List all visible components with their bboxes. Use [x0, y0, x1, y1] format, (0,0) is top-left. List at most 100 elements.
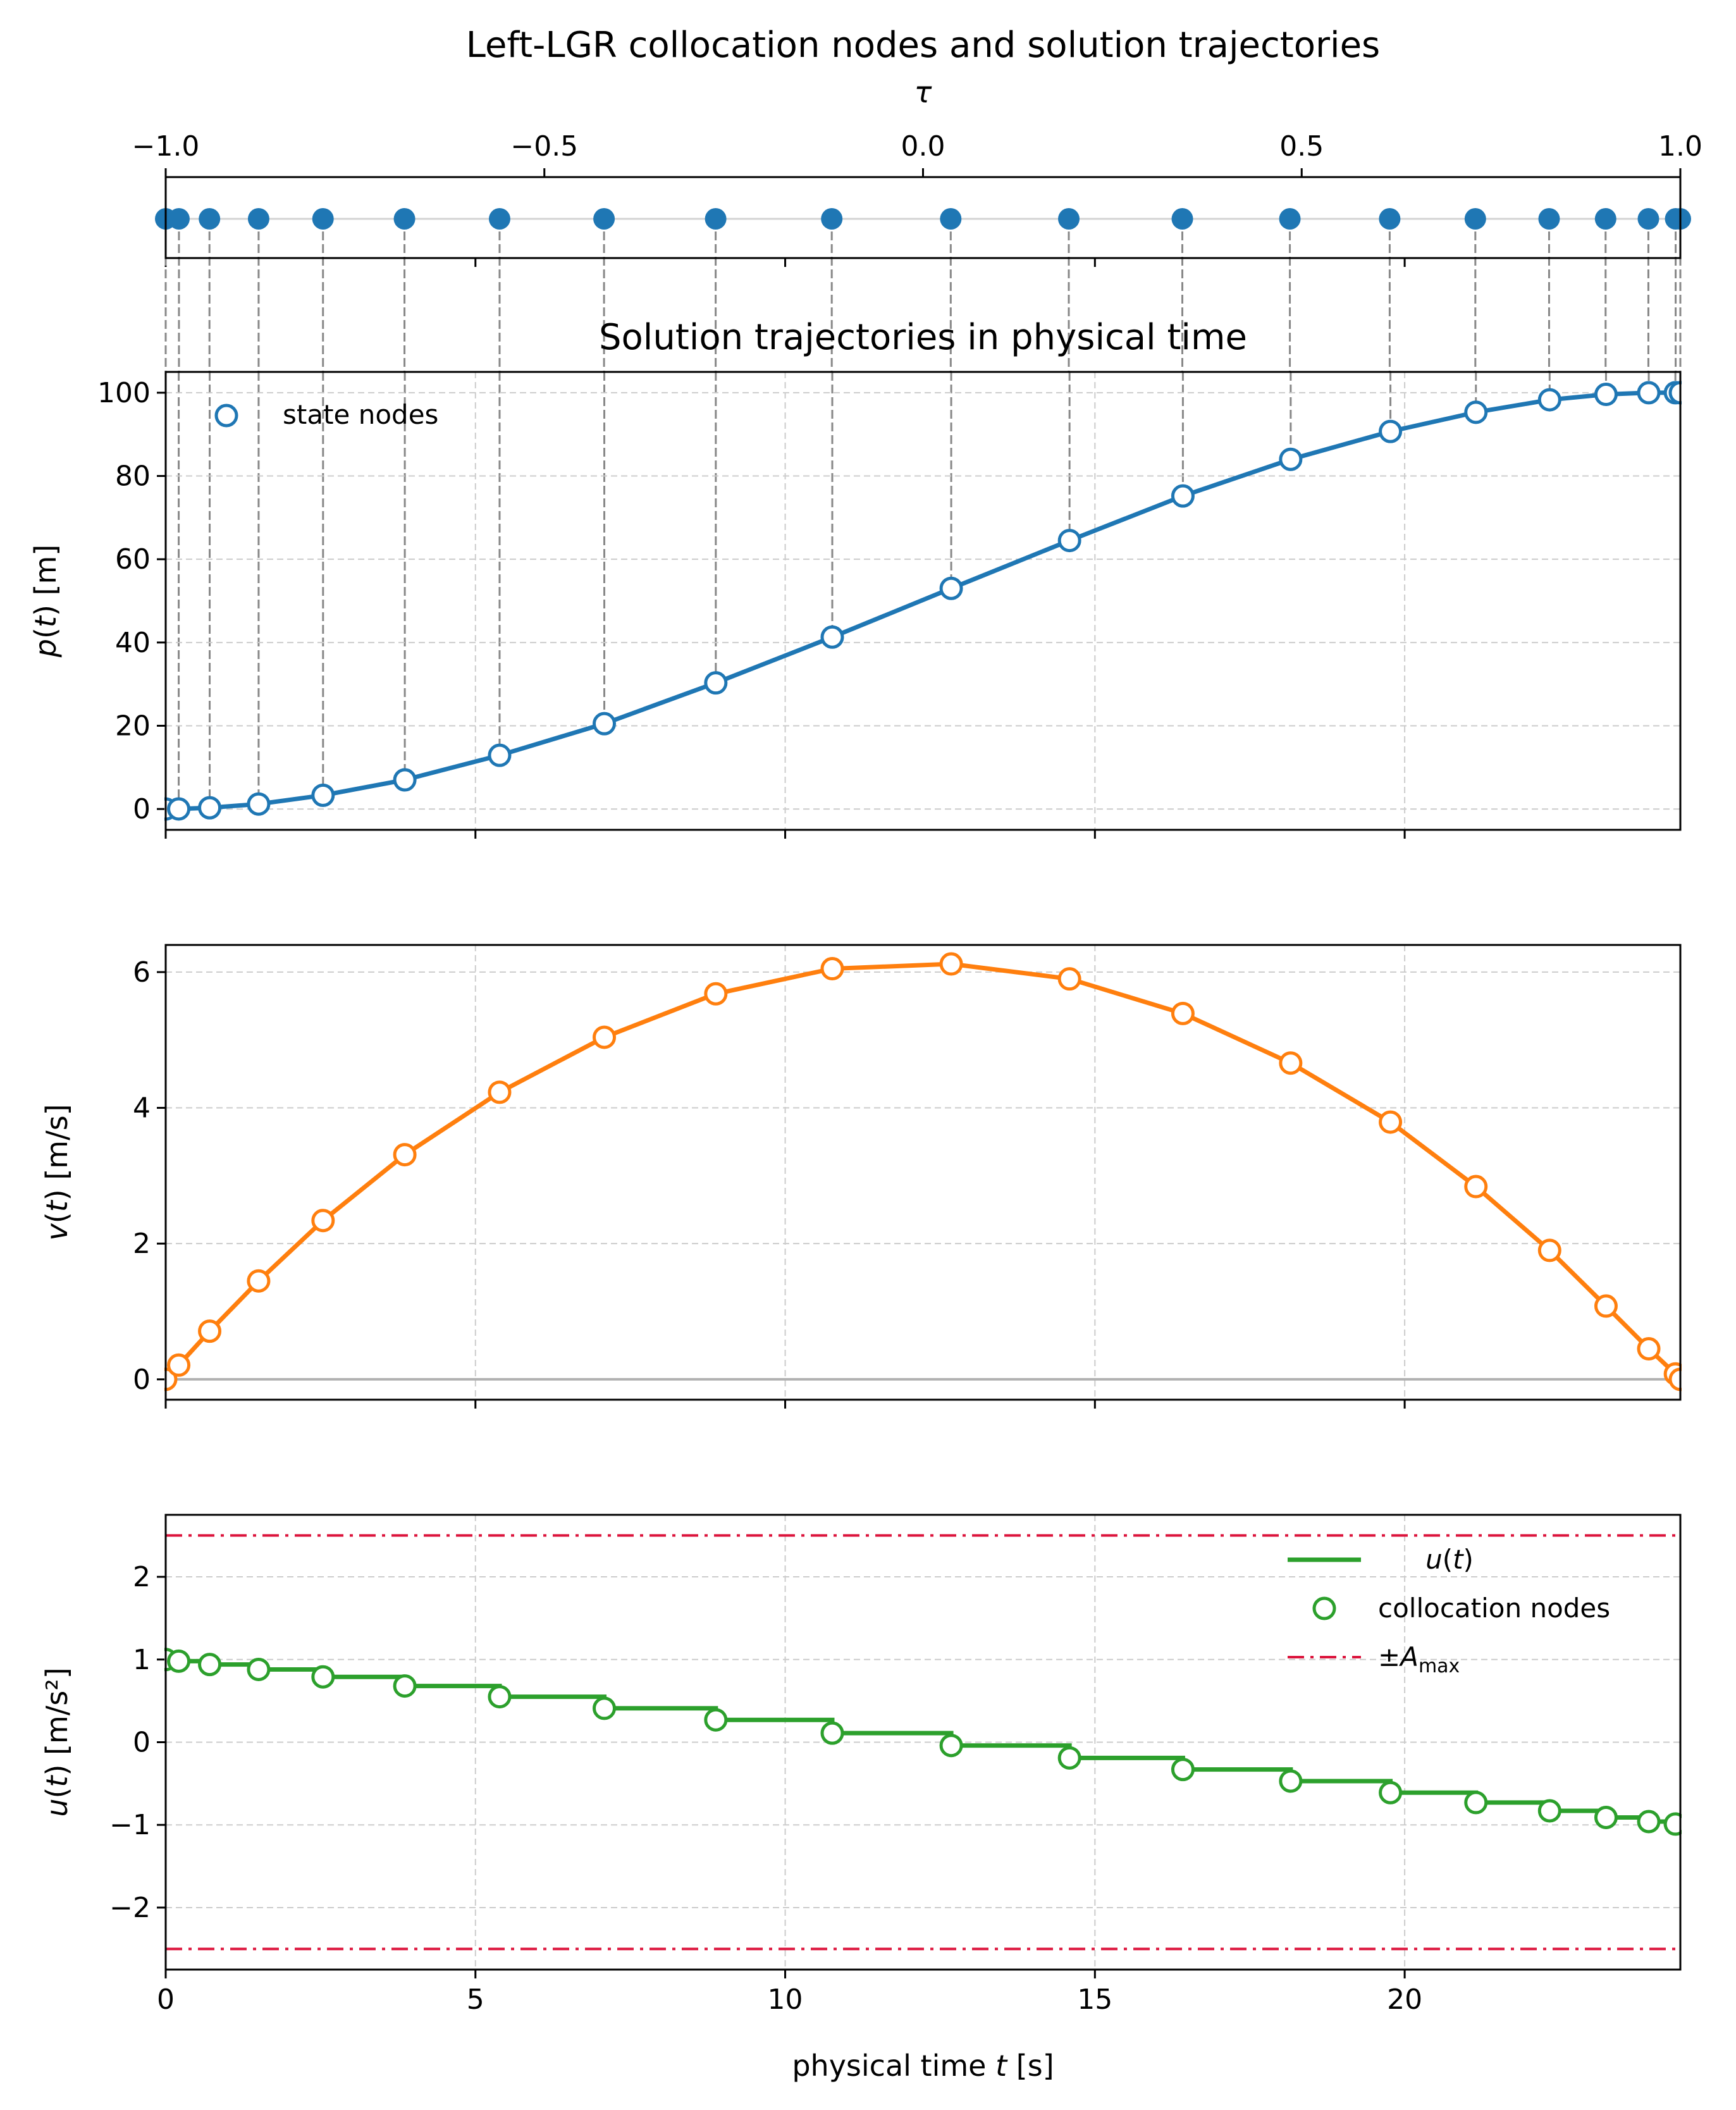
tau-node — [1538, 208, 1560, 230]
control-xlabel: physical time t [s] — [792, 2049, 1054, 2083]
tau-node — [312, 208, 334, 230]
tau-node — [1637, 208, 1659, 230]
position-point — [1537, 388, 1561, 412]
position-point — [939, 576, 963, 600]
tau-node — [1594, 208, 1616, 230]
velocity-point — [1637, 1337, 1661, 1361]
position-axes-frame — [164, 371, 1682, 831]
control-xtick-label: 15 — [1077, 1984, 1112, 2016]
tau-axes-frame — [164, 176, 1682, 259]
control-ytick-label: −1 — [109, 1809, 151, 1841]
tau-tick-label: −1.0 — [132, 130, 200, 163]
control-axes-frame — [164, 1514, 1682, 1971]
tau-node — [1464, 208, 1486, 230]
control-xtick-label: 10 — [768, 1984, 803, 2016]
velocity-point — [704, 982, 728, 1006]
position-line — [165, 390, 1680, 811]
control-point — [939, 1734, 963, 1758]
velocity-point — [1057, 967, 1081, 991]
control-xtick-label: 5 — [467, 1984, 484, 2016]
velocity-point — [167, 1353, 191, 1377]
control-point — [1379, 1780, 1403, 1805]
velocity-line — [164, 961, 1682, 1381]
control-point — [393, 1674, 417, 1698]
velocity-ylabel: v(t) [m/s] — [40, 1104, 74, 1241]
velocity-point — [820, 957, 844, 981]
control-ytick-label: 0 — [133, 1727, 151, 1759]
velocity-point — [1379, 1110, 1403, 1134]
legend-state-nodes-label: state nodes — [283, 399, 438, 430]
position-point — [311, 783, 335, 807]
control-ytick-label: 2 — [133, 1561, 151, 1593]
legend-nodes-label: collocation nodes — [1378, 1593, 1610, 1624]
control-point — [311, 1665, 335, 1689]
control-point — [1057, 1746, 1081, 1770]
tau-node — [593, 208, 615, 230]
tau-node — [1171, 208, 1193, 230]
tau-node — [247, 208, 269, 230]
position-ytick-label: 0 — [133, 793, 151, 825]
velocity-point — [393, 1143, 417, 1167]
control-point — [198, 1653, 222, 1677]
tau-node — [940, 208, 962, 230]
position-ytick-label: 60 — [115, 543, 151, 576]
position-point — [1057, 529, 1081, 553]
control-xtick-label: 20 — [1387, 1984, 1422, 2016]
tau-node — [488, 208, 510, 230]
control-point — [1594, 1805, 1618, 1829]
tau-node — [168, 208, 190, 230]
control-ytick-label: −2 — [109, 1892, 151, 1924]
position-ytick-label: 20 — [115, 710, 151, 742]
tau-tick-label: 1.0 — [1658, 130, 1702, 163]
position-point — [593, 712, 617, 736]
control-point — [1663, 1812, 1682, 1836]
control-point — [820, 1721, 844, 1745]
control-point — [167, 1649, 191, 1673]
figure-title: Left-LGR collocation nodes and solution … — [466, 25, 1380, 66]
subplot-title: Solution trajectories in physical time — [599, 317, 1247, 358]
position-ylabel: p(t) [m] — [28, 545, 63, 658]
velocity-point — [1594, 1294, 1618, 1318]
tau-tick-label: −0.5 — [510, 130, 578, 163]
control-point — [1171, 1758, 1195, 1782]
velocity-point — [247, 1269, 271, 1293]
position-point — [1594, 383, 1618, 407]
legend-state-nodes-marker — [214, 404, 238, 428]
velocity-point — [593, 1025, 617, 1049]
position-point — [393, 768, 417, 792]
position-point — [247, 792, 271, 816]
tau-node — [199, 208, 221, 230]
position-ytick-label: 40 — [115, 627, 151, 659]
control-ylabel: u(t) [m/s²] — [40, 1667, 74, 1817]
control-point — [704, 1708, 728, 1732]
velocity-ytick-label: 0 — [133, 1364, 151, 1396]
velocity-point — [939, 952, 963, 976]
tau-node — [393, 208, 416, 230]
velocity-point — [1279, 1051, 1303, 1075]
tau-node — [705, 208, 727, 230]
position-point — [820, 625, 844, 649]
control-point — [1637, 1810, 1661, 1834]
control-ytick-label: 1 — [133, 1644, 151, 1676]
control-point — [247, 1657, 271, 1681]
tau-tick-label: 0.5 — [1279, 130, 1324, 163]
tau-node — [821, 208, 843, 230]
position-point — [167, 797, 191, 821]
tau-node — [1058, 208, 1080, 230]
velocity-point — [1171, 1001, 1195, 1025]
position-point — [1279, 447, 1303, 471]
position-ytick-label: 80 — [115, 460, 151, 493]
control-point — [1464, 1791, 1488, 1815]
velocity-point — [1537, 1238, 1561, 1262]
control-xtick-label: 0 — [157, 1984, 175, 2016]
tau-node — [1379, 208, 1401, 230]
velocity-axes-frame — [164, 944, 1682, 1401]
tau-tick-label: 0.0 — [901, 130, 945, 163]
position-point — [1171, 484, 1195, 508]
tau-node — [1279, 208, 1301, 230]
velocity-ytick-label: 4 — [133, 1092, 151, 1125]
velocity-ytick-label: 2 — [133, 1228, 151, 1260]
position-point — [488, 743, 512, 767]
velocity-ytick-label: 6 — [133, 956, 151, 989]
